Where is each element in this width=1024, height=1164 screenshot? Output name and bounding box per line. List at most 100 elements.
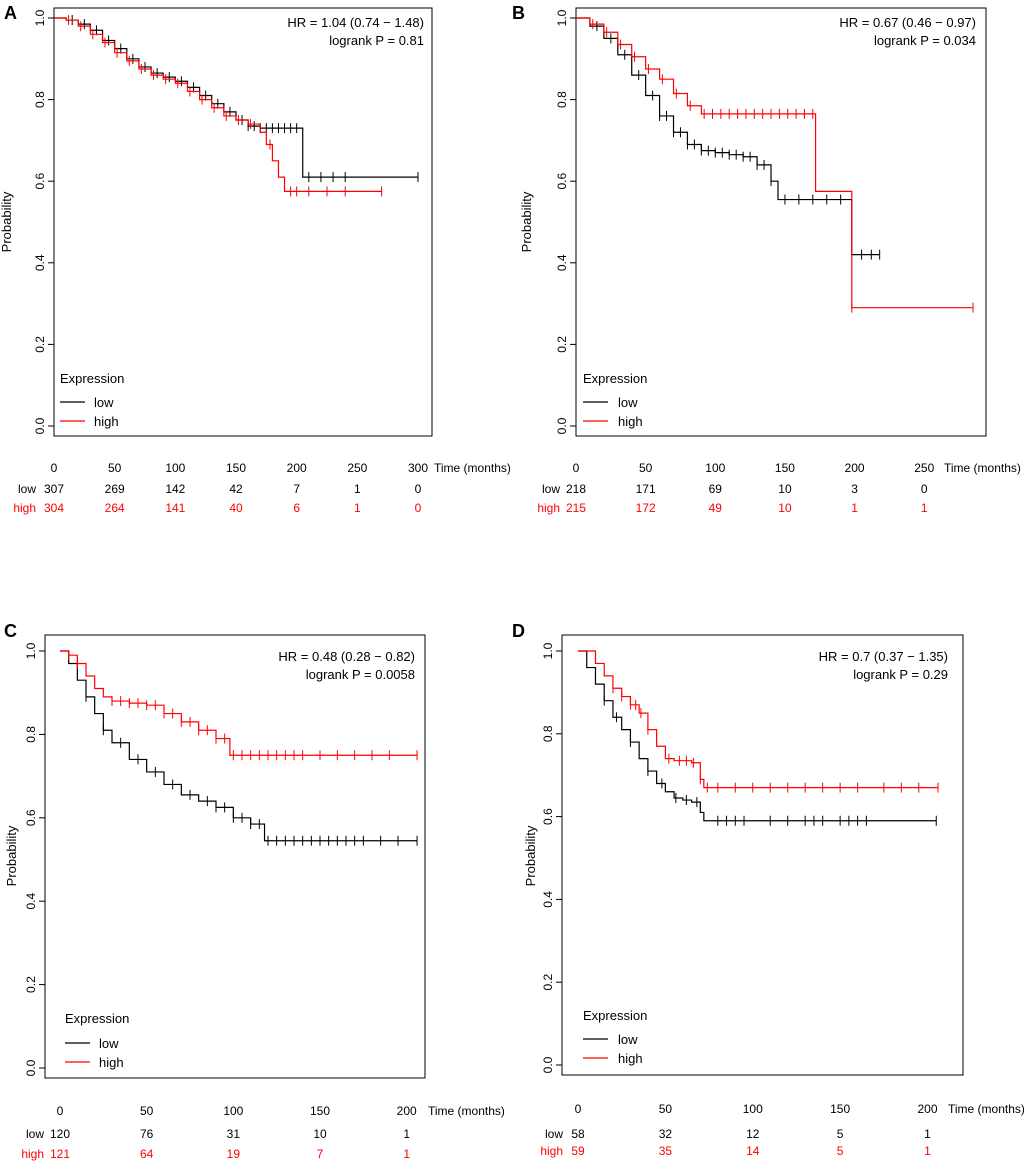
panel-label: D [512, 621, 525, 641]
y-tick-label: 0.8 [33, 91, 47, 108]
at-risk-low-value: 42 [229, 482, 243, 496]
at-risk-high-value: 5 [837, 1144, 844, 1158]
at-risk-low-label: low [26, 1127, 44, 1141]
hr-annotation: HR = 0.67 (0.46 − 0.97) [839, 15, 976, 30]
panel-label: A [4, 3, 17, 23]
at-risk-high-value: 215 [566, 501, 586, 515]
legend-low-label: low [618, 395, 638, 410]
x-tick-label: 150 [226, 461, 246, 475]
legend-high-label: high [618, 1051, 643, 1066]
at-risk-low-value: 7 [293, 482, 300, 496]
y-tick-label: 0.0 [555, 417, 569, 434]
y-tick-label: 0.8 [541, 725, 555, 742]
panel-label: C [4, 621, 17, 641]
x-tick-label: 0 [57, 1104, 64, 1118]
km-curve-high [576, 17, 973, 309]
at-risk-high-value: 1 [924, 1144, 931, 1158]
panel-d: D Probability HR = 0.7 (0.37 − 1.35) log… [512, 621, 1024, 1158]
y-tick-label: 0.2 [555, 336, 569, 353]
legend-high-label: high [94, 414, 119, 429]
at-risk-low-value: 76 [140, 1127, 154, 1141]
logrank-annotation: logrank P = 0.034 [874, 33, 976, 48]
y-tick-label: 0.0 [33, 417, 47, 434]
x-tick-label: 250 [347, 461, 367, 475]
logrank-annotation: logrank P = 0.29 [853, 667, 948, 682]
x-tick-label: 100 [743, 1102, 763, 1116]
at-risk-low-value: 31 [227, 1127, 241, 1141]
at-risk-high-value: 1 [354, 501, 361, 515]
hr-annotation: HR = 0.7 (0.37 − 1.35) [819, 649, 948, 664]
x-tick-label: 300 [408, 461, 428, 475]
legend-high-label: high [618, 414, 643, 429]
logrank-annotation: logrank P = 0.81 [329, 33, 424, 48]
at-risk-high-label: high [21, 1147, 44, 1161]
y-tick-label: 1.0 [24, 642, 38, 659]
panel-c: C Probability HR = 0.48 (0.28 − 0.82) lo… [4, 621, 505, 1161]
at-risk-low-value: 171 [636, 482, 656, 496]
x-tick-label: 150 [310, 1104, 330, 1118]
y-axis-label: Probability [519, 191, 534, 252]
y-tick-label: 1.0 [555, 9, 569, 26]
plot-frame [575, 7, 987, 437]
x-tick-label: 50 [108, 461, 122, 475]
y-tick-label: 0.0 [24, 1059, 38, 1076]
y-axis-label: Probability [4, 825, 19, 886]
y-tick-label: 0.2 [33, 336, 47, 353]
at-risk-low-value: 1 [354, 482, 361, 496]
at-risk-low-value: 0 [921, 482, 928, 496]
x-axis-label: Time (months) [948, 1102, 1024, 1116]
km-curve-high [54, 17, 382, 192]
y-tick-label: 0.6 [33, 173, 47, 190]
y-tick-label: 0.6 [555, 173, 569, 190]
y-tick-label: 0.6 [24, 809, 38, 826]
at-risk-high-value: 49 [709, 501, 723, 515]
at-risk-high-value: 19 [227, 1147, 241, 1161]
y-tick-label: 1.0 [33, 9, 47, 26]
legend-low-label: low [618, 1032, 638, 1047]
y-tick-label: 0.6 [541, 808, 555, 825]
at-risk-low-value: 58 [571, 1127, 585, 1141]
at-risk-high-label: high [540, 1144, 563, 1158]
x-tick-label: 100 [165, 461, 185, 475]
at-risk-high-value: 10 [778, 501, 792, 515]
y-tick-label: 0.4 [541, 891, 555, 908]
at-risk-low-label: low [542, 482, 560, 496]
at-risk-high-value: 35 [659, 1144, 673, 1158]
at-risk-low-value: 142 [165, 482, 185, 496]
at-risk-high-value: 59 [571, 1144, 585, 1158]
km-curve-low [576, 17, 880, 256]
y-axis-label: Probability [0, 191, 14, 252]
at-risk-low-value: 10 [778, 482, 792, 496]
legend-high-label: high [99, 1055, 124, 1070]
hr-annotation: HR = 1.04 (0.74 − 1.48) [287, 15, 424, 30]
y-tick-label: 0.4 [555, 254, 569, 271]
at-risk-high-value: 1 [403, 1147, 410, 1161]
at-risk-high-value: 264 [105, 501, 125, 515]
x-tick-label: 200 [845, 461, 865, 475]
legend-title: Expression [583, 371, 647, 386]
x-tick-label: 250 [914, 461, 934, 475]
at-risk-high-value: 304 [44, 501, 64, 515]
y-tick-label: 0.4 [33, 254, 47, 271]
at-risk-low-value: 3 [851, 482, 858, 496]
y-tick-label: 0.4 [24, 893, 38, 910]
y-tick-label: 0.2 [541, 974, 555, 991]
hr-annotation: HR = 0.48 (0.28 − 0.82) [278, 649, 415, 664]
km-curve-low [578, 650, 937, 822]
at-risk-high-value: 40 [229, 501, 243, 515]
legend-title: Expression [60, 371, 124, 386]
panel-a: A Probability HR = 1.04 (0.74 − 1.48) lo… [0, 3, 511, 515]
at-risk-low-value: 269 [105, 482, 125, 496]
legend-low-label: low [94, 395, 114, 410]
at-risk-low-value: 32 [659, 1127, 673, 1141]
at-risk-high-value: 1 [921, 501, 928, 515]
at-risk-high-value: 14 [746, 1144, 760, 1158]
at-risk-low-value: 10 [313, 1127, 327, 1141]
x-tick-label: 50 [659, 1102, 673, 1116]
at-risk-high-value: 141 [165, 501, 185, 515]
at-risk-low-value: 218 [566, 482, 586, 496]
x-axis-label: Time (months) [428, 1104, 505, 1118]
at-risk-high-value: 6 [293, 501, 300, 515]
at-risk-low-value: 0 [415, 482, 422, 496]
